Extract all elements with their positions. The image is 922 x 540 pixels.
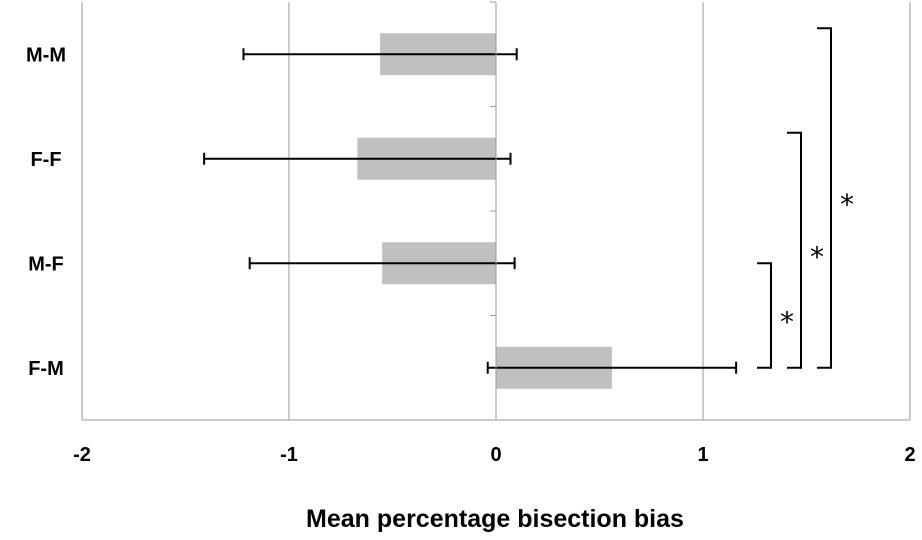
bars: [203, 33, 738, 389]
bracket-line: [817, 27, 832, 369]
x-tick-label: -1: [280, 444, 298, 466]
axes: [82, 1, 910, 421]
x-tick-label: -2: [73, 444, 91, 466]
category-label: M-M: [26, 44, 66, 66]
significance-star: *: [810, 240, 824, 273]
error-bar-M-M: [242, 48, 518, 61]
significance-bracket: *: [757, 262, 794, 369]
category-label: F-M: [28, 358, 64, 380]
significance-bracket: *: [817, 27, 854, 369]
x-tick-label: 1: [697, 444, 708, 466]
error-bar-M-F: [248, 257, 516, 270]
x-tick-label: 0: [490, 444, 501, 466]
significance-brackets: * * *: [757, 27, 854, 369]
x-tick-label: 2: [904, 444, 915, 466]
significance-star: *: [780, 306, 794, 339]
x-axis-title: Mean percentage bisection bias: [306, 505, 684, 533]
category-label: M-F: [28, 253, 64, 275]
error-bar-F-M: [486, 361, 738, 374]
bracket-line: [757, 262, 772, 369]
significance-star: *: [840, 188, 854, 221]
bracket-line: [787, 131, 802, 369]
labels: M-M F-F M-F F-M -2 -1 0 1 2: [26, 44, 916, 466]
error-bar-F-F: [203, 152, 512, 165]
significance-bracket: *: [787, 131, 824, 369]
gridlines: [81, 2, 911, 420]
category-label: F-F: [30, 149, 61, 171]
